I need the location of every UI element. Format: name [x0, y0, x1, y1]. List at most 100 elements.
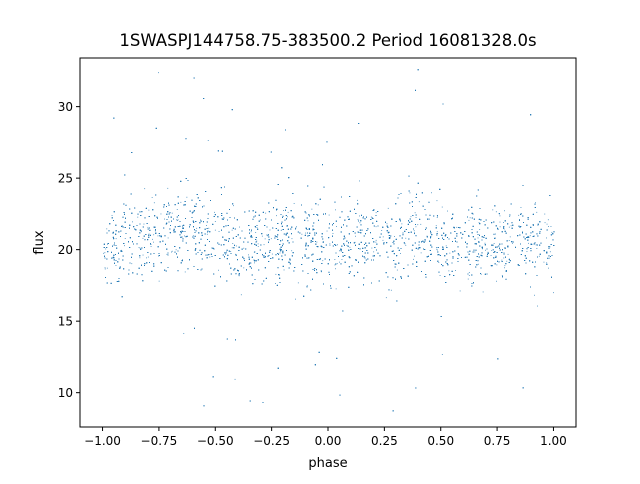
data-point	[276, 215, 277, 217]
data-point	[115, 265, 117, 266]
data-point	[291, 250, 293, 252]
data-point	[152, 238, 153, 240]
data-point	[171, 212, 173, 214]
data-point	[381, 230, 383, 231]
data-point	[111, 215, 113, 216]
data-point	[142, 237, 144, 239]
data-point	[526, 251, 528, 252]
data-point	[171, 251, 172, 253]
data-point	[508, 226, 510, 228]
data-point	[322, 260, 324, 262]
data-point	[436, 249, 438, 251]
data-point	[487, 251, 489, 253]
data-point	[238, 275, 240, 277]
data-point	[175, 249, 177, 251]
data-point	[509, 216, 511, 217]
data-point	[414, 212, 416, 214]
data-point	[339, 261, 340, 263]
data-point	[459, 290, 461, 292]
data-point	[259, 219, 261, 221]
data-point	[311, 208, 313, 210]
data-point	[359, 180, 360, 182]
data-point	[196, 227, 198, 229]
data-point	[103, 252, 105, 254]
data-point	[551, 231, 553, 233]
data-point	[283, 269, 285, 271]
data-point	[336, 226, 337, 227]
data-point	[426, 235, 428, 237]
data-point	[503, 222, 504, 223]
data-point	[501, 275, 503, 276]
data-point	[354, 241, 356, 243]
data-point	[499, 226, 501, 228]
data-point	[263, 244, 265, 246]
data-point	[375, 239, 377, 241]
data-point	[177, 220, 178, 221]
data-point	[394, 236, 395, 237]
data-point	[482, 291, 484, 293]
data-point	[414, 255, 415, 257]
data-point	[235, 245, 237, 247]
data-point	[396, 269, 398, 271]
data-point	[401, 223, 403, 225]
data-point	[192, 235, 194, 237]
data-point	[468, 219, 470, 221]
data-point	[104, 268, 106, 270]
data-point	[115, 238, 117, 240]
data-point	[493, 243, 495, 244]
data-point	[363, 216, 364, 217]
data-point	[503, 228, 505, 230]
data-point	[148, 209, 150, 211]
data-point	[240, 294, 242, 296]
data-point	[281, 229, 283, 230]
data-point	[305, 232, 307, 234]
data-point	[214, 211, 215, 213]
data-point	[337, 244, 338, 246]
data-point	[490, 255, 492, 256]
data-point	[184, 235, 185, 237]
data-point	[436, 231, 438, 233]
data-point	[248, 254, 249, 256]
data-point	[146, 257, 147, 259]
data-point	[549, 246, 551, 248]
data-point	[479, 229, 481, 230]
data-point	[544, 213, 546, 215]
data-point	[357, 199, 358, 201]
data-point	[158, 255, 160, 257]
data-point	[280, 230, 282, 231]
data-point	[467, 278, 469, 280]
data-point	[295, 227, 297, 229]
data-point	[456, 226, 458, 228]
data-point	[445, 245, 447, 247]
data-point	[447, 210, 448, 212]
data-point	[436, 217, 438, 218]
data-point	[424, 240, 426, 242]
data-point	[257, 246, 259, 247]
data-point	[208, 227, 210, 229]
data-point	[158, 280, 160, 282]
data-point	[359, 215, 360, 217]
data-point	[506, 260, 508, 262]
data-point	[239, 226, 240, 228]
data-point	[538, 255, 540, 257]
data-point	[439, 275, 441, 276]
data-point	[275, 283, 276, 284]
data-point	[295, 298, 296, 300]
data-point	[404, 243, 406, 245]
data-point	[265, 212, 267, 214]
data-points	[103, 69, 555, 412]
data-point	[206, 233, 208, 235]
data-point	[371, 247, 373, 249]
data-point	[243, 247, 245, 249]
data-point	[547, 219, 549, 221]
data-point	[332, 233, 334, 234]
data-point	[431, 192, 432, 194]
data-point	[346, 244, 348, 246]
data-point	[336, 263, 338, 265]
data-point	[441, 206, 443, 208]
data-point	[499, 221, 501, 223]
data-point	[496, 264, 498, 266]
data-point	[147, 256, 149, 258]
data-point	[254, 262, 255, 264]
